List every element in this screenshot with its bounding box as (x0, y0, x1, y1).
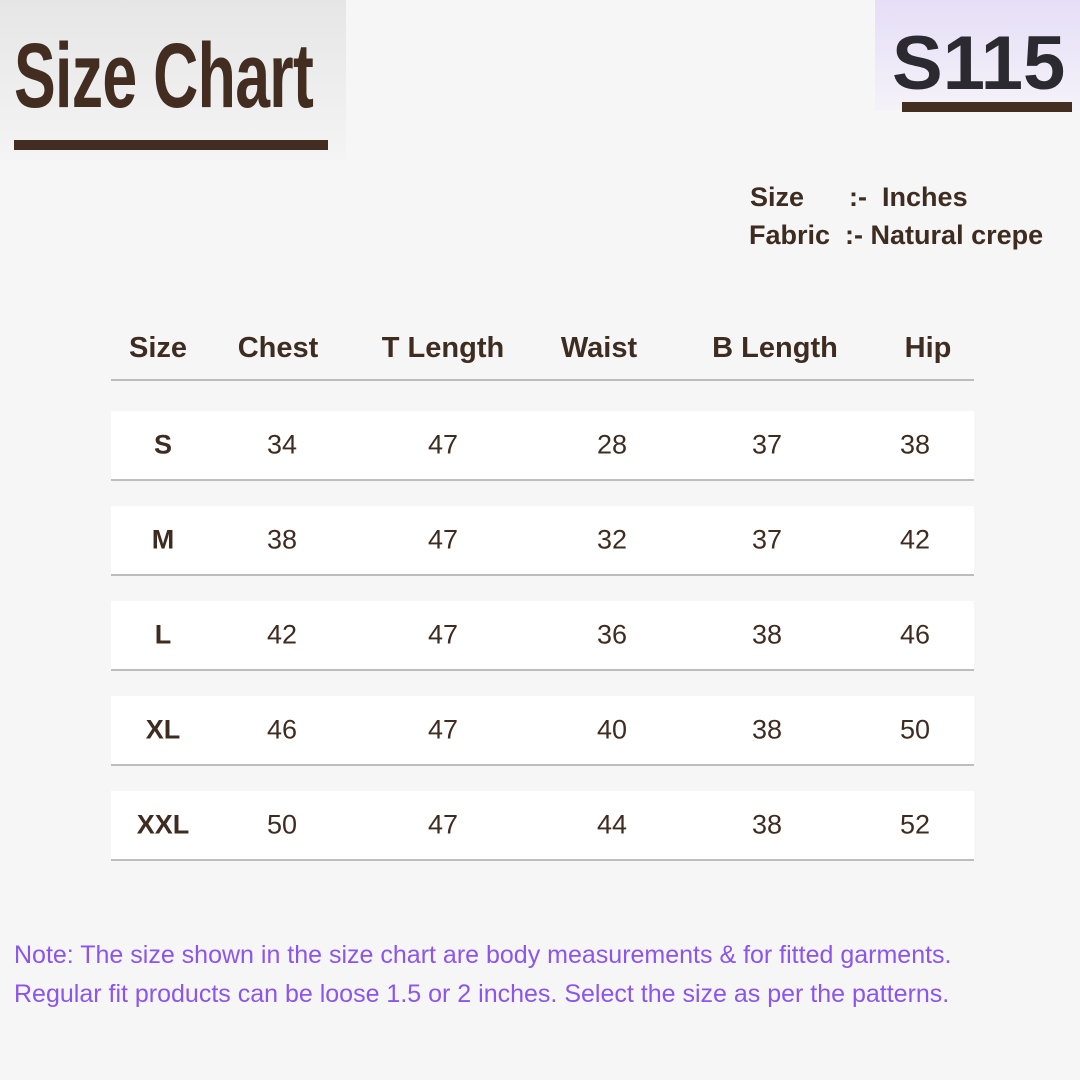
table-row: XXL 50 47 44 38 52 (111, 791, 974, 861)
measurement-cell: 38 (751, 714, 783, 745)
size-label: S (153, 429, 173, 460)
column-header: B Length (712, 332, 838, 364)
info-fabric: Fabric :- Natural crepe (749, 220, 1044, 250)
table-row: S 34 47 28 37 38 (111, 411, 974, 481)
measurement-cell: 47 (427, 429, 459, 460)
size-label: XL (145, 714, 181, 745)
measurement-cell: 47 (427, 619, 459, 650)
measurement-cell: 28 (596, 429, 628, 460)
column-header: Size (128, 332, 188, 364)
measurement-cell: 38 (751, 619, 783, 650)
measurement-cell: 46 (266, 714, 298, 745)
table-row: L 42 47 36 38 46 (111, 601, 974, 671)
measurement-cell: 38 (266, 524, 298, 555)
column-header: Waist (560, 332, 638, 364)
measurement-cell: 40 (596, 714, 628, 745)
product-code: S115 (892, 21, 1066, 106)
measurement-cell: 52 (899, 809, 931, 840)
measurement-cell: 46 (899, 619, 931, 650)
page-title: Size Chart (14, 25, 314, 127)
size-label: M (151, 524, 175, 555)
measurement-cell: 42 (899, 524, 931, 555)
measurement-cell: 44 (596, 809, 628, 840)
measurement-cell: 32 (596, 524, 628, 555)
size-label: XXL (136, 809, 190, 840)
column-header: Hip (904, 332, 952, 364)
measurement-cell: 38 (899, 429, 931, 460)
table-row: XL 46 47 40 38 50 (111, 696, 974, 766)
info-size: Size :- Inches (750, 182, 968, 212)
measurement-cell: 50 (899, 714, 931, 745)
measurement-cell: 37 (751, 429, 783, 460)
title-underline (14, 140, 328, 150)
measurement-cell: 36 (596, 619, 628, 650)
measurement-cell: 34 (266, 429, 298, 460)
header-divider (111, 379, 974, 381)
measurement-cell: 47 (427, 809, 459, 840)
measurement-cell: 47 (427, 524, 459, 555)
measurement-cell: 50 (266, 809, 298, 840)
note-line-1: Note: The size shown in the size chart a… (14, 941, 952, 969)
code-background (875, 0, 1080, 110)
measurement-cell: 42 (266, 619, 298, 650)
title-background (0, 0, 346, 160)
column-header: Chest (237, 332, 319, 364)
code-underline (902, 102, 1072, 112)
column-header: T Length (381, 332, 505, 364)
measurement-cell: 47 (427, 714, 459, 745)
note-line-2: Regular fit products can be loose 1.5 or… (14, 980, 950, 1008)
measurement-cell: 38 (751, 809, 783, 840)
table-row: M 38 47 32 37 42 (111, 506, 974, 576)
size-label: L (154, 619, 172, 650)
measurement-cell: 37 (751, 524, 783, 555)
